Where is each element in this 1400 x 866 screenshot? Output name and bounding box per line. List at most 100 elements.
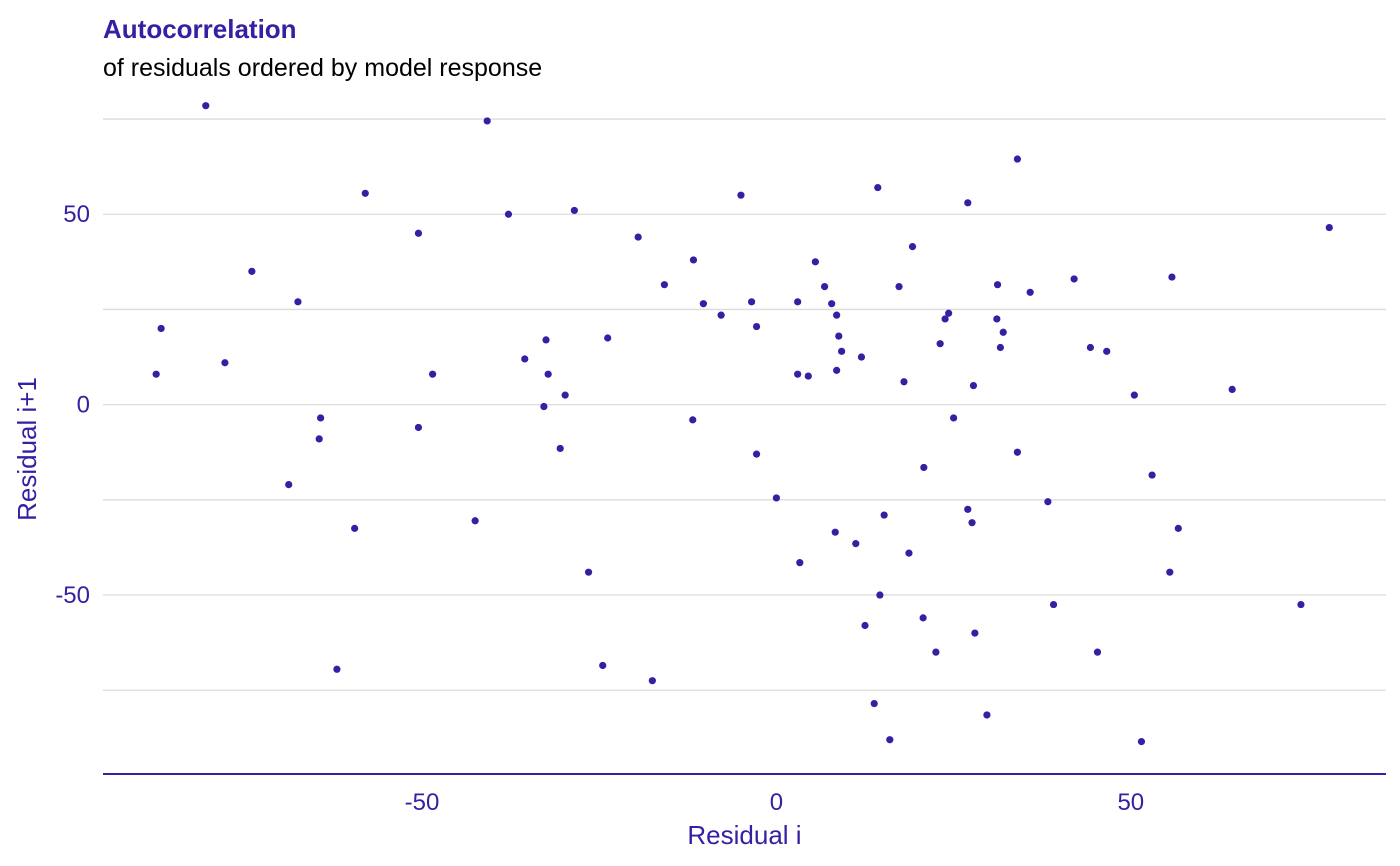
data-point xyxy=(752,450,761,458)
data-point xyxy=(1325,223,1333,232)
data-point xyxy=(983,711,991,719)
y-tick-label: 0 xyxy=(77,392,90,419)
data-point xyxy=(857,353,866,361)
y-tick-label: -50 xyxy=(55,582,90,609)
data-point xyxy=(1228,385,1236,394)
data-point xyxy=(1026,288,1034,296)
data-point xyxy=(880,511,888,519)
data-point xyxy=(996,343,1004,352)
data-point xyxy=(414,229,423,237)
data-point xyxy=(936,340,944,348)
data-point xyxy=(895,282,903,291)
data-point xyxy=(294,298,302,306)
data-point xyxy=(604,334,612,342)
data-point xyxy=(584,568,593,576)
data-point xyxy=(811,258,819,266)
x-tick-label: 50 xyxy=(1117,789,1144,816)
gridlines xyxy=(103,118,1386,691)
data-point xyxy=(794,298,802,306)
data-point xyxy=(1093,648,1102,656)
data-point xyxy=(544,370,552,378)
data-point xyxy=(999,328,1007,336)
y-tick-label: 50 xyxy=(63,201,90,228)
data-point xyxy=(828,300,836,308)
data-point xyxy=(315,435,323,443)
data-point xyxy=(945,309,953,317)
data-point xyxy=(876,591,884,599)
data-point xyxy=(941,315,949,323)
data-point xyxy=(833,366,841,374)
data-point xyxy=(561,391,569,399)
data-point xyxy=(542,336,550,344)
data-point xyxy=(969,381,978,390)
data-point xyxy=(717,311,725,319)
data-point xyxy=(968,519,976,527)
data-point xyxy=(932,648,940,656)
y-axis-title: Residual i+1 xyxy=(12,377,42,521)
data-points xyxy=(152,102,1333,746)
data-point xyxy=(483,117,491,125)
data-point xyxy=(874,183,882,192)
data-point xyxy=(1297,600,1305,609)
data-point xyxy=(835,332,843,340)
tick-labels: -50 0 50 -50 0 50 xyxy=(55,201,1144,816)
data-point xyxy=(471,517,479,525)
data-point xyxy=(570,206,578,215)
data-point xyxy=(648,677,656,685)
data-point xyxy=(152,370,160,378)
data-point xyxy=(870,699,878,708)
data-point xyxy=(504,210,513,218)
x-axis-title: Residual i xyxy=(687,820,801,850)
data-point xyxy=(737,191,745,199)
data-point xyxy=(971,629,979,637)
data-point xyxy=(317,414,325,422)
data-point xyxy=(861,621,869,630)
data-point xyxy=(414,423,423,432)
data-point xyxy=(521,355,529,363)
data-point xyxy=(1013,448,1022,456)
data-point xyxy=(157,324,165,333)
data-point xyxy=(1168,273,1176,281)
data-point xyxy=(747,298,756,306)
chart-title: Autocorrelation xyxy=(103,14,297,44)
data-point xyxy=(772,494,780,502)
data-point xyxy=(1174,524,1182,532)
data-point xyxy=(820,282,829,291)
data-point xyxy=(993,281,1002,289)
data-point xyxy=(804,372,812,380)
data-point xyxy=(796,559,804,567)
data-point xyxy=(1148,471,1156,479)
data-point xyxy=(689,256,698,264)
data-point xyxy=(752,322,761,331)
data-point xyxy=(950,414,958,422)
data-point xyxy=(831,528,839,536)
data-point xyxy=(920,463,928,472)
data-point xyxy=(1044,498,1052,506)
data-point xyxy=(1130,391,1138,399)
data-point xyxy=(900,378,908,386)
data-point xyxy=(794,370,802,378)
data-point xyxy=(1166,568,1174,576)
data-point xyxy=(660,281,669,289)
data-point xyxy=(540,402,548,411)
data-point xyxy=(964,505,972,513)
data-point xyxy=(1049,600,1058,609)
data-point xyxy=(1070,275,1078,283)
data-point xyxy=(886,736,894,744)
data-point xyxy=(361,189,369,197)
data-point xyxy=(1103,347,1111,355)
data-point xyxy=(634,233,642,241)
data-point xyxy=(1013,155,1022,163)
data-point xyxy=(248,267,256,275)
data-point xyxy=(919,614,927,622)
data-point xyxy=(599,661,607,670)
data-point xyxy=(908,243,917,251)
data-point xyxy=(833,311,841,319)
data-point xyxy=(964,199,972,207)
x-tick-label: -50 xyxy=(405,789,440,816)
data-point xyxy=(1137,738,1146,746)
data-point xyxy=(351,524,359,532)
data-point xyxy=(556,444,564,453)
data-point xyxy=(699,300,707,308)
